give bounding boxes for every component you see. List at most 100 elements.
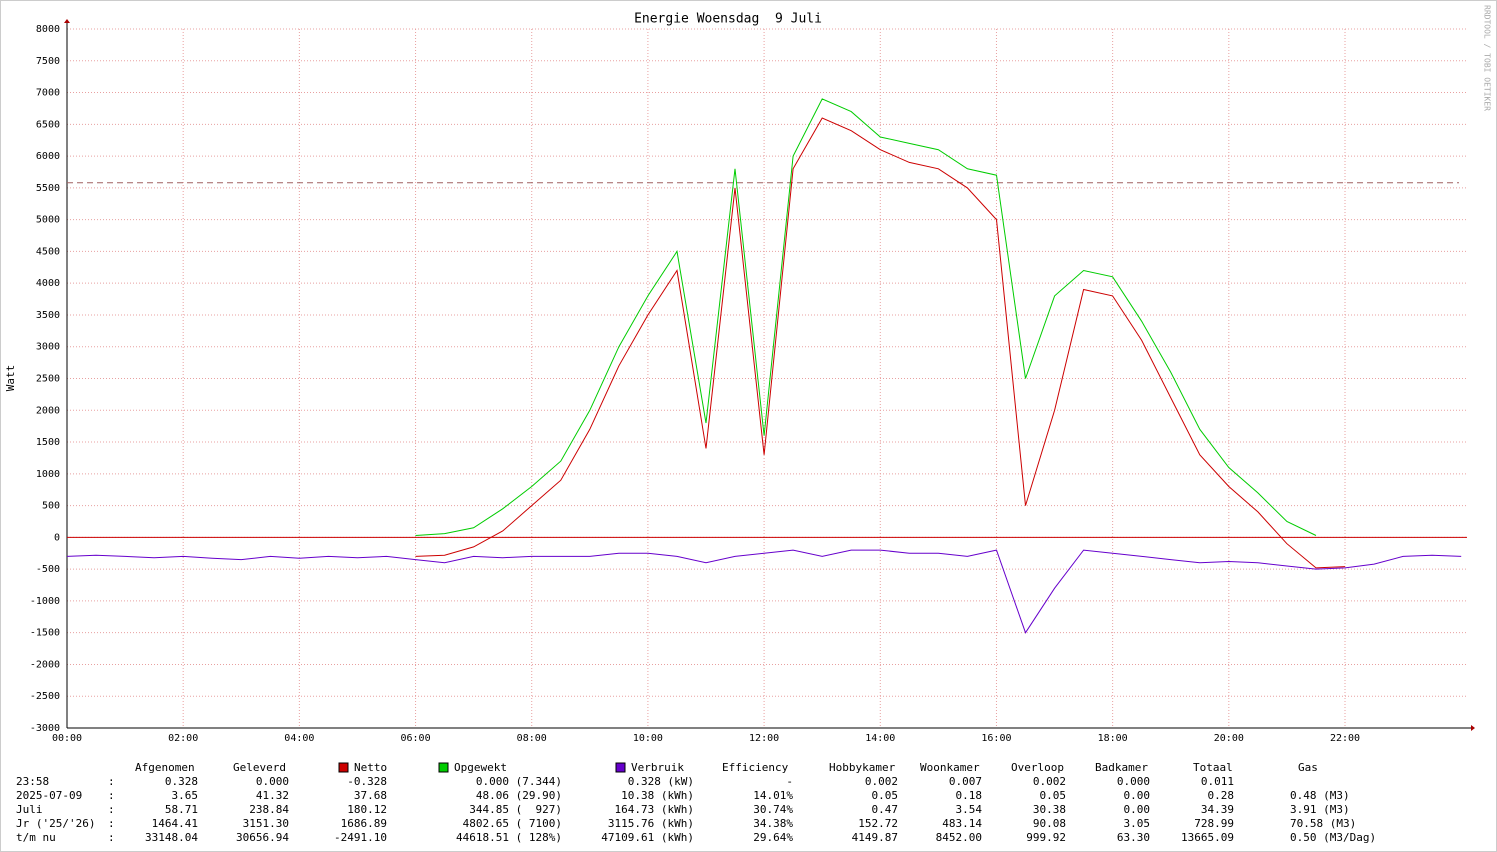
- table-cell: 0.002: [1033, 775, 1066, 788]
- row-label: 23:58: [16, 775, 49, 788]
- legend-swatch: [615, 762, 626, 773]
- table-cell: 0.05: [1040, 789, 1067, 802]
- table-header: Totaal: [1193, 761, 1233, 774]
- table-cell: 30.38: [1033, 803, 1066, 816]
- table-cell: 3.91 (M3): [1290, 803, 1350, 816]
- y-tick-label: 8000: [36, 24, 60, 35]
- chart-title: Energie Woensdag 9 Juli: [634, 12, 822, 27]
- table-cell: 0.48 (M3): [1290, 789, 1350, 802]
- table-cell: -: [786, 775, 793, 788]
- table-cell: 4149.87: [852, 831, 898, 844]
- table-cell: 0.011: [1201, 775, 1234, 788]
- table-header: Woonkamer: [920, 761, 980, 774]
- table-cell: 34.38%: [753, 817, 793, 830]
- y-tick-label: -1000: [30, 596, 60, 607]
- table-cell: 90.08: [1033, 817, 1066, 830]
- x-tick-label: 00:00: [52, 733, 82, 744]
- legend-swatch: [438, 762, 449, 773]
- table-cell: 3.54: [956, 803, 983, 816]
- table-cell: 44618.51 ( 128%): [456, 831, 562, 844]
- table-cell: 0.18: [956, 789, 983, 802]
- table-cell: 180.12: [347, 803, 387, 816]
- table-header: Hobbykamer: [829, 761, 896, 774]
- table-cell: 30.74%: [753, 803, 793, 816]
- y-tick-label: 500: [42, 501, 60, 512]
- table-cell: 8452.00: [936, 831, 982, 844]
- table-cell: 483.14: [942, 817, 982, 830]
- y-tick-label: -1500: [30, 628, 60, 639]
- row-separator: :: [108, 803, 115, 816]
- table-cell: 238.84: [249, 803, 289, 816]
- table-cell: 63.30: [1117, 831, 1150, 844]
- y-tick-label: 3000: [36, 342, 60, 353]
- y-tick-label: -3000: [30, 723, 60, 734]
- y-tick-label: 2500: [36, 374, 60, 385]
- y-tick-label: 1500: [36, 437, 60, 448]
- table-cell: 152.72: [858, 817, 898, 830]
- x-tick-label: 02:00: [168, 733, 198, 744]
- x-tick-label: 22:00: [1330, 733, 1360, 744]
- table-cell: 999.92: [1026, 831, 1066, 844]
- row-label: 2025-07-09: [16, 789, 82, 802]
- y-tick-label: 2000: [36, 405, 60, 416]
- table-header: Gas: [1298, 761, 1318, 774]
- row-label: Jr ('25/'26): [16, 817, 95, 830]
- table-cell: 0.00: [1124, 789, 1151, 802]
- table-cell: 0.000: [256, 775, 289, 788]
- table-cell: 58.71: [165, 803, 198, 816]
- row-label: t/m nu: [16, 831, 56, 844]
- x-tick-label: 04:00: [284, 733, 314, 744]
- legend-swatch: [338, 762, 349, 773]
- table-header: Afgenomen: [135, 761, 195, 774]
- table-cell: 1686.89: [341, 817, 387, 830]
- table-cell: 48.06 (29.90): [476, 789, 562, 802]
- table-cell: 1464.41: [152, 817, 198, 830]
- table-cell: 14.01%: [753, 789, 793, 802]
- table-cell: 3151.30: [243, 817, 289, 830]
- axis-arrow: [1471, 725, 1475, 731]
- table-cell: 0.47: [872, 803, 899, 816]
- table-cell: 47109.61 (kWh): [601, 831, 694, 844]
- series-line: [415, 98, 1317, 536]
- y-tick-label: 1000: [36, 469, 60, 480]
- series-line: [66, 549, 1462, 634]
- table-cell: 0.50 (M3/Dag): [1290, 831, 1376, 844]
- table-cell: 0.000: [1117, 775, 1150, 788]
- table-cell: 3115.76 (kWh): [608, 817, 694, 830]
- row-label: Juli: [16, 803, 43, 816]
- table-cell: 0.328: [165, 775, 198, 788]
- table-cell: 0.328 (kW): [628, 775, 694, 788]
- y-axis-label: Watt: [4, 365, 17, 392]
- table-cell: 34.39: [1201, 803, 1234, 816]
- table-cell: 728.99: [1194, 817, 1234, 830]
- watermark: RRDTOOL / TOBI OETIKER: [1483, 5, 1492, 111]
- x-tick-label: 14:00: [865, 733, 895, 744]
- table-cell: 41.32: [256, 789, 289, 802]
- y-tick-label: 6000: [36, 151, 60, 162]
- table-cell: 13665.09: [1181, 831, 1234, 844]
- table-cell: 10.38 (kWh): [621, 789, 694, 802]
- y-tick-label: 5000: [36, 215, 60, 226]
- table-header: Geleverd: [233, 761, 286, 774]
- table-cell: 0.00: [1124, 803, 1151, 816]
- table-cell: 0.28: [1208, 789, 1235, 802]
- y-tick-label: 4000: [36, 278, 60, 289]
- row-separator: :: [108, 817, 115, 830]
- series-line: [415, 117, 1346, 569]
- x-tick-label: 08:00: [517, 733, 547, 744]
- row-separator: :: [108, 789, 115, 802]
- table-cell: 70.58 (M3): [1290, 817, 1356, 830]
- legend-label: Netto: [354, 761, 387, 774]
- table-cell: 164.73 (kWh): [615, 803, 694, 816]
- table-cell: 3.05: [1124, 817, 1151, 830]
- y-tick-label: 7000: [36, 88, 60, 99]
- table-header: Overloop: [1011, 761, 1064, 774]
- y-tick-label: -2000: [30, 659, 60, 670]
- table-header: Badkamer: [1095, 761, 1148, 774]
- x-tick-label: 20:00: [1214, 733, 1244, 744]
- x-tick-label: 12:00: [749, 733, 779, 744]
- y-tick-label: 3500: [36, 310, 60, 321]
- x-tick-label: 10:00: [633, 733, 663, 744]
- table-cell: 29.64%: [753, 831, 793, 844]
